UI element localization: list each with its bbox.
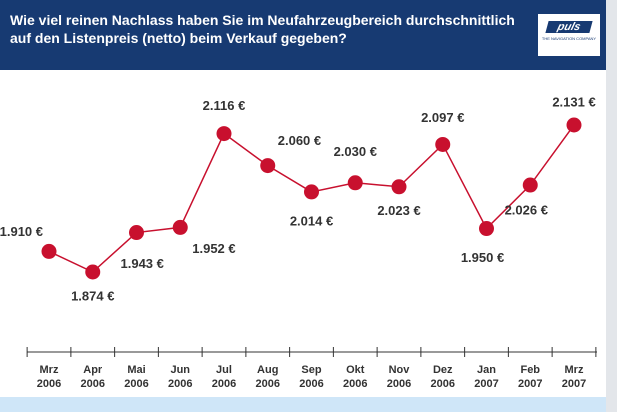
point [172, 219, 188, 235]
point [216, 126, 232, 142]
point [304, 184, 319, 200]
x-tick-label: Dez 2006 [430, 364, 455, 390]
point [479, 221, 494, 237]
logo: puls The Navigation Company [538, 14, 600, 56]
point [85, 264, 101, 280]
x-tick-label: Jan 2007 [474, 364, 499, 390]
point [129, 225, 144, 241]
x-tick-label: Mrz 2007 [561, 364, 587, 390]
point [566, 117, 582, 133]
x-tick-label: Sep 2006 [299, 364, 324, 390]
data-label: 2.060 € [278, 133, 321, 148]
data-label: 2.014 € [290, 213, 333, 228]
x-tick-label: Apr 2006 [80, 364, 105, 390]
data-label: 2.030 € [334, 144, 377, 159]
chart: 1.910 € 1.874 € 1.943 € 1.952 € 2.116 € 2.060… [0, 94, 597, 357]
x-tick-label: Mrz 2006 [36, 364, 62, 390]
header: Wie viel reinen Nachlass haben Sie im Ne… [0, 0, 606, 70]
side-strip [606, 0, 617, 412]
data-label: 1.950 € [461, 250, 504, 265]
point [435, 136, 451, 152]
data-label: 1.910 € [0, 224, 43, 239]
x-tick-label: Feb 2007 [518, 364, 543, 390]
title: Wie viel reinen Nachlass haben Sie im Ne… [10, 12, 515, 46]
data-label: 1.952 € [192, 241, 235, 256]
data-label: 1.874 € [71, 288, 114, 303]
data-label: 2.097 € [421, 110, 464, 125]
x-tick-label: Jul 2006 [211, 364, 237, 390]
x-tick-label: Jun 2006 [168, 364, 193, 390]
data-label: 2.026 € [505, 202, 548, 217]
logo-tagline: The Navigation Company [541, 36, 597, 41]
x-tick-label: Nov 2006 [386, 364, 412, 390]
point [41, 243, 57, 259]
footer-band [0, 397, 606, 412]
x-tick-label: Mai 2006 [124, 364, 149, 390]
point [260, 158, 276, 174]
point [347, 175, 363, 191]
point [522, 177, 538, 193]
data-label: 1.943 € [121, 256, 164, 271]
data-label: 2.116 € [203, 98, 246, 113]
point [391, 179, 407, 195]
data-label: 2.023 € [377, 203, 420, 218]
data-label: 2.131 € [552, 94, 595, 109]
x-tick-label: Aug 2006 [255, 364, 280, 390]
x-tick-label: Okt 2006 [343, 364, 368, 390]
